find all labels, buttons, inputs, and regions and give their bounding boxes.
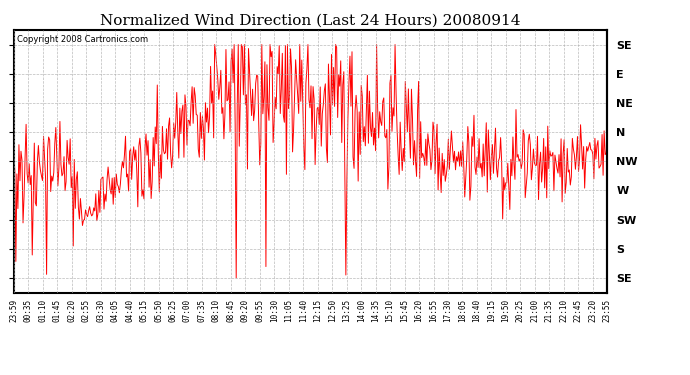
Text: Copyright 2008 Cartronics.com: Copyright 2008 Cartronics.com — [17, 35, 148, 44]
Title: Normalized Wind Direction (Last 24 Hours) 20080914: Normalized Wind Direction (Last 24 Hours… — [100, 13, 521, 27]
